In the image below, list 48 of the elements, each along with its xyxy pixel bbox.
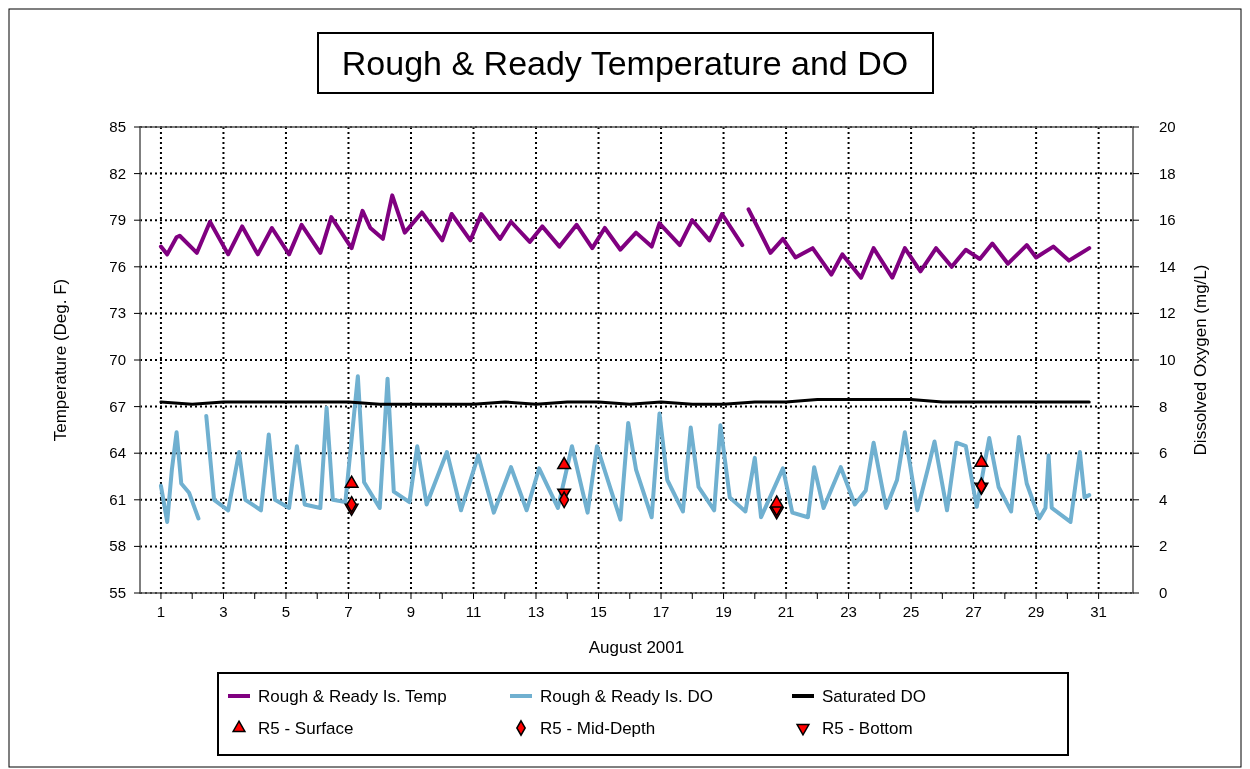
y2-tick-label: 6 [1159, 444, 1168, 462]
y2-tick-label: 16 [1159, 211, 1176, 229]
x-tick-label: 15 [590, 603, 607, 620]
y-tick-label: 76 [109, 257, 126, 275]
y2-axis-title: Dissolved Oxygen (mg/L) [1191, 264, 1210, 456]
chart-title: Rough & Ready Temperature and DO [341, 44, 909, 82]
y2-tick-label: 10 [1159, 351, 1176, 368]
x-axis-title: August 2001 [588, 638, 685, 657]
y2-tick-label: 12 [1159, 304, 1176, 322]
y-tick-label: 58 [109, 537, 126, 555]
y-tick-label: 70 [109, 351, 126, 368]
legend-label: Saturated DO [822, 687, 926, 706]
legend-label: R5 - Surface [258, 719, 354, 738]
x-tick-label: 17 [652, 603, 670, 620]
x-tick-label: 7 [344, 603, 353, 620]
x-tick-label: 25 [902, 603, 920, 620]
y2-tick-label: 8 [1159, 397, 1168, 415]
y-tick-label: 67 [109, 397, 126, 415]
y-axis-title: Temperature (Deg. F) [51, 278, 70, 442]
y-tick-label: 85 [109, 118, 126, 135]
legend-label: Rough & Ready Is. Temp [258, 687, 447, 706]
x-tick-label: 13 [527, 603, 545, 620]
x-tick-label: 19 [715, 603, 732, 620]
y2-tick-label: 2 [1159, 537, 1168, 555]
y-tick-label: 82 [109, 164, 126, 182]
y2-tick-label: 14 [1159, 257, 1176, 275]
y2-tick-label: 4 [1159, 490, 1168, 508]
x-tick-label: 23 [840, 603, 857, 620]
y2-tick-label: 0 [1159, 584, 1168, 601]
x-tick-label: 9 [406, 603, 416, 620]
x-tick-label: 27 [965, 603, 982, 620]
x-tick-label: 3 [219, 603, 228, 620]
y2-tick-label: 18 [1159, 164, 1176, 182]
y-tick-label: 79 [109, 211, 126, 229]
y-tick-label: 64 [109, 444, 126, 462]
x-tick-label: 11 [465, 603, 482, 620]
y2-tick-label: 20 [1159, 118, 1176, 135]
x-tick-label: 29 [1027, 603, 1045, 620]
y-tick-label: 55 [109, 584, 126, 601]
y-tick-label: 73 [109, 304, 126, 322]
x-tick-label: 5 [281, 603, 291, 620]
legend-label: R5 - Mid-Depth [540, 719, 656, 738]
x-tick-label: 31 [1090, 603, 1107, 620]
legend-label: R5 - Bottom [822, 719, 913, 738]
x-tick-label: 21 [777, 603, 795, 620]
y-tick-label: 61 [109, 490, 126, 508]
x-tick-label: 1 [156, 603, 166, 620]
legend-label: Rough & Ready Is. DO [540, 687, 713, 706]
